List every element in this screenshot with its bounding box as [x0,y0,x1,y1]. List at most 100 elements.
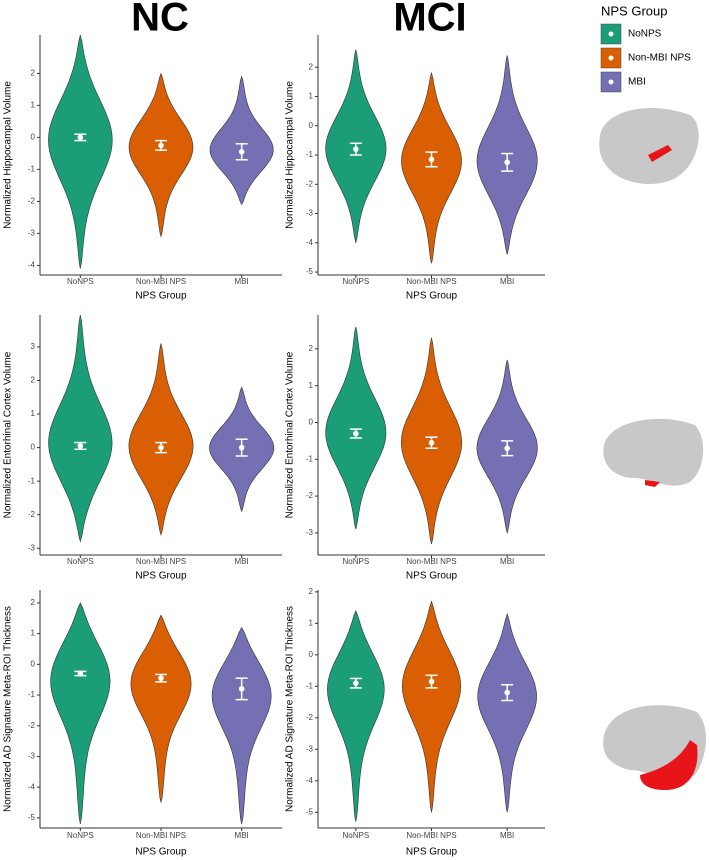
x-tick-label: MBI [235,831,249,840]
x-tick-label: MBI [500,277,514,286]
violin [48,34,113,269]
y-tick-label: 1 [309,381,314,390]
mean-point [238,444,245,451]
mean-point [158,444,164,451]
y-tick-label: 2 [309,587,314,596]
y-tick-label: 0 [309,121,314,130]
mean-point [428,678,435,685]
violin [209,75,274,206]
y-tick-label: 2 [309,344,314,353]
mean-point [77,443,84,449]
y-tick-label: -3 [306,209,314,218]
y-tick-label: -1 [28,476,36,485]
violin [128,343,194,536]
y-tick-label: 2 [31,598,36,607]
mean-point [353,146,359,152]
violin [48,314,113,543]
y-tick-label: 0 [31,133,36,142]
mean-point [428,439,435,446]
y-axis-label: Normalized Hippocampal Volume [3,81,14,229]
y-tick-label: 1 [31,629,36,638]
mean-point [504,445,510,452]
y-tick-label: -2 [28,197,36,206]
legend-label: Non-MBI NPS [628,53,691,64]
y-axis-label: Normalized AD Signature Meta-ROI Thickne… [285,606,296,812]
mean-point [504,689,510,696]
violin [130,614,192,803]
y-tick-label: -2 [306,713,314,722]
mean-point [158,142,164,149]
x-tick-label: NoNPS [342,557,369,566]
y-tick-label: -1 [28,165,36,174]
y-tick-label: 1 [31,409,36,418]
y-tick-label: -4 [306,776,314,785]
y-tick-label: -1 [306,150,314,159]
y-tick-label: 3 [31,342,36,351]
legend-label: NoNPS [628,29,662,40]
brain-image [599,107,699,185]
y-tick-label: -5 [28,813,36,822]
column-title: NC [131,0,189,40]
y-tick-label: -1 [306,681,314,690]
violin [325,326,387,530]
legend-dot [608,31,614,37]
x-tick-label: NoNPS [342,831,369,840]
mean-point [77,670,84,677]
x-tick-label: MBI [235,557,249,566]
x-axis-label: NPS Group [406,571,458,582]
y-tick-label: -3 [28,543,36,552]
y-tick-label: 2 [31,376,36,385]
y-tick-label: 1 [309,92,314,101]
violin [211,626,272,825]
mean-point [428,156,435,163]
x-tick-label: NoNPS [67,831,94,840]
violin [128,72,194,238]
mean-point [158,675,164,681]
y-tick-label: -3 [28,229,36,238]
x-tick-label: NoNPS [342,277,369,286]
mean-point [77,134,84,141]
x-tick-label: MBI [500,831,514,840]
violin [50,602,111,825]
mean-point [353,430,359,437]
legend-title: NPS Group [601,3,667,18]
y-tick-label: 1 [309,618,314,627]
mean-point [353,680,359,686]
x-axis-label: NPS Group [406,847,458,858]
y-tick-label: -2 [28,721,36,730]
x-tick-label: NoNPS [67,557,94,566]
mean-point [504,159,510,166]
y-tick-label: 2 [309,62,314,71]
x-tick-label: Non-MBI NPS [406,831,456,840]
y-axis-label: Normalized AD Signature Meta-ROI Thickne… [3,606,14,812]
y-tick-label: -1 [28,690,36,699]
y-tick-label: -2 [306,179,314,188]
violin [477,612,537,813]
y-tick-label: -3 [28,752,36,761]
x-tick-label: NoNPS [67,277,94,286]
x-tick-label: MBI [235,277,249,286]
x-axis-label: NPS Group [135,291,187,302]
x-tick-label: Non-MBI NPS [406,277,456,286]
y-tick-label: -5 [306,807,314,816]
y-tick-label: 0 [31,659,36,668]
x-axis-label: NPS Group [406,291,458,302]
y-tick-label: -3 [306,528,314,537]
x-tick-label: Non-MBI NPS [136,831,186,840]
x-tick-label: Non-MBI NPS [136,277,186,286]
y-tick-label: -3 [306,744,314,753]
violin [327,609,385,822]
y-tick-label: 2 [31,69,36,78]
y-tick-label: 0 [309,418,314,427]
y-tick-label: -2 [306,491,314,500]
column-title: MCI [393,0,466,40]
brain-image [603,418,704,487]
x-tick-label: Non-MBI NPS [406,557,456,566]
x-tick-label: MBI [500,557,514,566]
y-tick-label: -4 [306,238,314,247]
y-tick-label: -4 [28,782,36,791]
legend-dot [608,55,614,61]
y-axis-label: Normalized Entorhinal Cortex Volume [285,351,296,518]
violin [401,71,462,264]
